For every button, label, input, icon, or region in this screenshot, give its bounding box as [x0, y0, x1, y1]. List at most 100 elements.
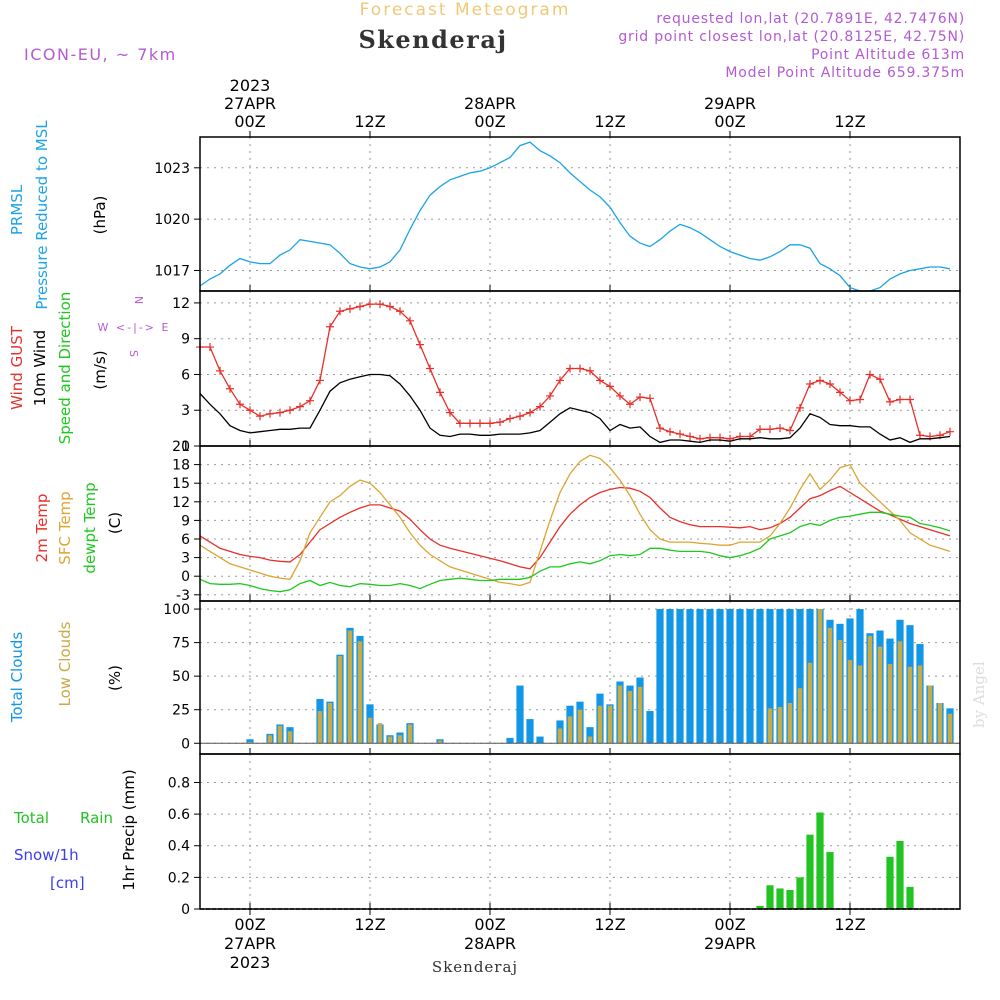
bottom-time-label: 12Z [834, 915, 865, 934]
top-time-label: 2023 [230, 76, 271, 95]
top-time-label: 00Z [474, 112, 505, 131]
low-cloud-bar [777, 707, 783, 744]
total-cloud-bar [736, 609, 744, 744]
total-cloud-bar [536, 736, 544, 744]
precip-label-axis: 1hr Precip (mm) [120, 769, 138, 890]
pressure-panel: 1017 1020 1023 [154, 136, 961, 292]
gust-marker [216, 366, 224, 375]
low-cloud-bar [607, 705, 613, 744]
gust-marker [226, 384, 234, 393]
gust-marker [886, 397, 894, 406]
gust-marker [546, 391, 554, 400]
pressure-line [199, 141, 951, 292]
low-cloud-bar [627, 690, 633, 744]
gust-marker [206, 343, 214, 352]
low-cloud-bar [267, 735, 273, 744]
gust-marker [436, 388, 444, 397]
total-cloud-bar [526, 719, 534, 744]
location-title: Skenderaj [358, 25, 507, 54]
precip-labels: Total Rain Snow/1h [cm] 1hr Precip (mm) [13, 769, 138, 892]
total-cloud-bar [696, 609, 704, 744]
wind-panel: 0 3 6 9 12 [172, 290, 961, 455]
y-tick-label: 100 [163, 602, 190, 618]
gust-marker [896, 395, 904, 404]
gust-marker [286, 406, 294, 415]
pressure-label-prmsl: PRMSL [8, 184, 26, 235]
wind-label-gust: Wind GUST [8, 325, 26, 410]
rain-bar [766, 885, 774, 909]
gust-marker [596, 376, 604, 385]
gust-marker [676, 430, 684, 439]
total-cloud-bar [776, 609, 784, 744]
gust-marker [516, 412, 524, 421]
rain-bar [816, 812, 824, 909]
gust-marker [416, 340, 424, 349]
y-tick-label: 25 [172, 703, 190, 719]
low-cloud-bar [437, 740, 443, 744]
low-cloud-bar [407, 724, 413, 744]
wind-labels: Wind GUST 10m Wind Speed and Direction (… [8, 292, 168, 445]
y-tick-label: 0 [181, 736, 190, 752]
gust-marker [556, 376, 564, 385]
gust-marker [646, 394, 654, 403]
y-tick-label: 0.4 [168, 839, 190, 855]
temperature-frame [199, 445, 961, 602]
gust-marker [946, 427, 954, 436]
gust-marker [816, 376, 824, 385]
low-cloud-bar [897, 641, 903, 744]
low-cloud-bar [367, 717, 373, 744]
gust-marker [586, 366, 594, 375]
y-tick-label: 0 [181, 569, 190, 585]
rain-bar [906, 886, 914, 909]
y-tick-label: 0 [181, 439, 190, 455]
compass-north: N [132, 296, 145, 304]
gust-marker [576, 364, 584, 373]
cloud-label-low: Low Clouds [56, 621, 74, 706]
total-cloud-bar [646, 711, 654, 744]
2m-temp-line [199, 485, 951, 570]
gust-marker [316, 376, 324, 385]
bottom-time-label: 00Z [474, 915, 505, 934]
low-cloud-bar [767, 708, 773, 744]
gust-marker [536, 402, 544, 411]
bottom-time-label: 29APR [704, 934, 756, 953]
top-time-label: 28APR [464, 94, 516, 113]
gust-marker [276, 408, 284, 417]
rain-bar [756, 905, 764, 909]
low-cloud-bar [637, 686, 643, 744]
super-title: Forecast Meteogram [360, 0, 571, 20]
wind-label-unit: (m/s) [91, 350, 109, 389]
cloud-label-total: Total Clouds [8, 632, 26, 724]
total-cloud-bar [506, 737, 514, 744]
bottom-time-label: 28APR [464, 934, 516, 953]
gust-marker [656, 424, 664, 433]
total-cloud-bar [716, 609, 724, 744]
total-cloud-bar [656, 609, 664, 744]
gust-marker [266, 409, 274, 418]
total-cloud-bar [676, 609, 684, 744]
gust-marker [336, 307, 344, 316]
low-cloud-bar [327, 703, 333, 744]
gust-marker [306, 396, 314, 405]
point-altitude: Point Altitude 613m [811, 47, 965, 63]
gust-marker [476, 419, 484, 428]
y-tick-label: 6 [181, 367, 190, 383]
low-cloud-bar [877, 646, 883, 744]
total-cloud-bar [766, 609, 774, 744]
gust-marker [776, 424, 784, 433]
gust-marker [526, 408, 534, 417]
gust-marker [426, 364, 434, 373]
rain-bar [826, 852, 834, 909]
total-cloud-bar [586, 727, 594, 744]
dewpt-temp-line [199, 511, 951, 593]
top-time-label: 27APR [224, 94, 276, 113]
low-cloud-bar [247, 741, 253, 744]
gust-marker [686, 432, 694, 441]
plot-layer: 101710201023036912-303691215182102550751… [154, 76, 961, 972]
gust-marker [326, 322, 334, 331]
gust-marker [376, 300, 384, 309]
requested-coords: requested lon,lat (20.7891E, 42.7476N) [656, 11, 965, 27]
gust-marker [246, 406, 254, 415]
gust-marker [386, 302, 394, 311]
